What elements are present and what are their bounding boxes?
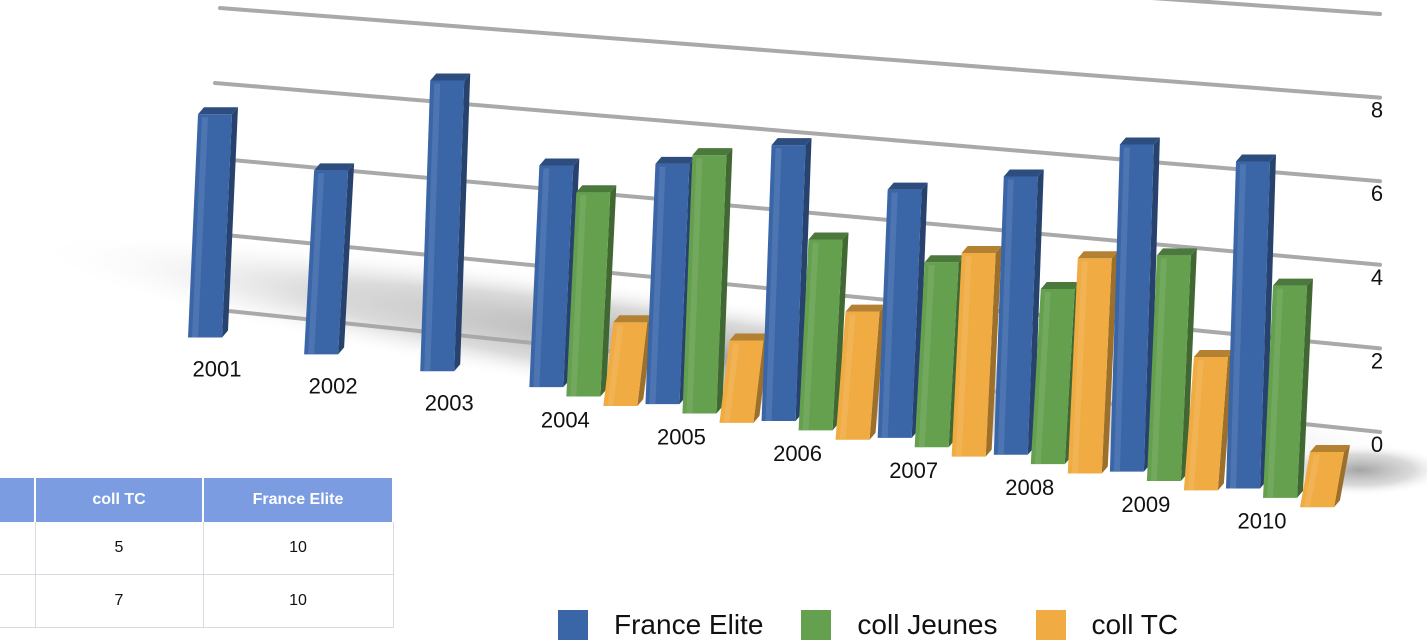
bar-coll-jeunes-2009: [1146, 248, 1197, 482]
x-tick-label: 2010: [1238, 509, 1287, 534]
legend-label-coll-jeunes: coll Jeunes: [857, 609, 998, 640]
legend-label-coll-tc: coll TC: [1091, 609, 1179, 640]
bar-france-elite-2003: [420, 73, 471, 372]
x-tick-label: 2008: [1005, 475, 1054, 500]
y-axis-ticks: 0 2 4 6 8: [1371, 98, 1383, 457]
bar-france-elite-2007: [877, 182, 928, 438]
y-tick-label: 2: [1371, 348, 1383, 373]
x-tick-label: 2001: [193, 357, 242, 382]
bar-coll-tc-2010: [1300, 445, 1350, 508]
gridline: [1151, 0, 1382, 16]
legend: France Elite coll Jeunes coll TC: [558, 608, 1216, 642]
table-cell: 10: [203, 574, 394, 628]
bar-coll-jeunes-2007: [914, 255, 965, 448]
bar-coll-jeunes-2005: [682, 148, 733, 414]
x-tick-label: 2005: [657, 424, 706, 449]
bar-france-elite-2010: [1226, 154, 1276, 489]
bar-coll-tc-2008: [1067, 251, 1118, 474]
bar-france-elite-2002: [304, 163, 355, 355]
bar-coll-jeunes-2010: [1263, 278, 1313, 498]
x-tick-label: 2006: [773, 441, 822, 466]
bar-coll-tc-2007: [951, 246, 1002, 457]
y-tick-label: 4: [1371, 265, 1383, 290]
y-tick-label: 6: [1371, 181, 1383, 206]
table-header-stub: [0, 478, 36, 522]
bar-france-elite-2008: [993, 169, 1044, 455]
table-header-coll-tc: coll TC: [35, 478, 204, 522]
bar-france-elite-2005: [645, 156, 696, 405]
legend-label-france-elite: France Elite: [614, 609, 764, 640]
bar-coll-jeunes-2004: [566, 185, 617, 397]
table-cell-stub: [0, 522, 36, 575]
legend-swatch-coll-tc: [1035, 610, 1066, 640]
x-tick-label: 2007: [889, 458, 938, 483]
bars: [188, 73, 1350, 508]
table-cell-stub: [0, 574, 36, 628]
bar-france-elite-2009: [1109, 137, 1160, 472]
table-header-row: coll TC France Elite: [0, 478, 394, 522]
legend-swatch-coll-jeunes: [801, 610, 832, 640]
legend-item-coll-jeunes: coll Jeunes: [801, 609, 998, 641]
x-axis-labels: 2001 2002 2003 2004 2005 2006 2007 2008 2009 2010: [193, 357, 1287, 534]
legend-item-coll-tc: coll TC: [1035, 609, 1179, 641]
bar-france-elite-2006: [761, 138, 812, 421]
y-tick-label: 0: [1371, 432, 1383, 457]
table-cell: 10: [203, 522, 394, 575]
bar-coll-tc-2006: [835, 304, 886, 440]
table-cell: 5: [35, 522, 204, 575]
bar-france-elite-2001: [188, 107, 238, 338]
y-tick-label: 8: [1371, 98, 1383, 123]
table-row: 5 10: [0, 522, 394, 575]
legend-swatch-france-elite: [558, 610, 588, 640]
x-tick-label: 2009: [1121, 492, 1170, 517]
x-tick-label: 2003: [425, 391, 474, 416]
legend-item-france-elite: France Elite: [558, 609, 763, 641]
x-tick-label: 2004: [541, 407, 590, 432]
bar-coll-jeunes-2006: [798, 232, 849, 431]
gridline: [213, 81, 1382, 184]
table-row: 7 10: [0, 574, 394, 628]
x-tick-label: 2002: [309, 374, 358, 399]
table-cell: 7: [35, 574, 204, 628]
data-table: coll TC France Elite 5 10 7 10: [0, 478, 394, 628]
table-header-france-elite: France Elite: [203, 478, 394, 522]
gridline: [218, 6, 1382, 100]
